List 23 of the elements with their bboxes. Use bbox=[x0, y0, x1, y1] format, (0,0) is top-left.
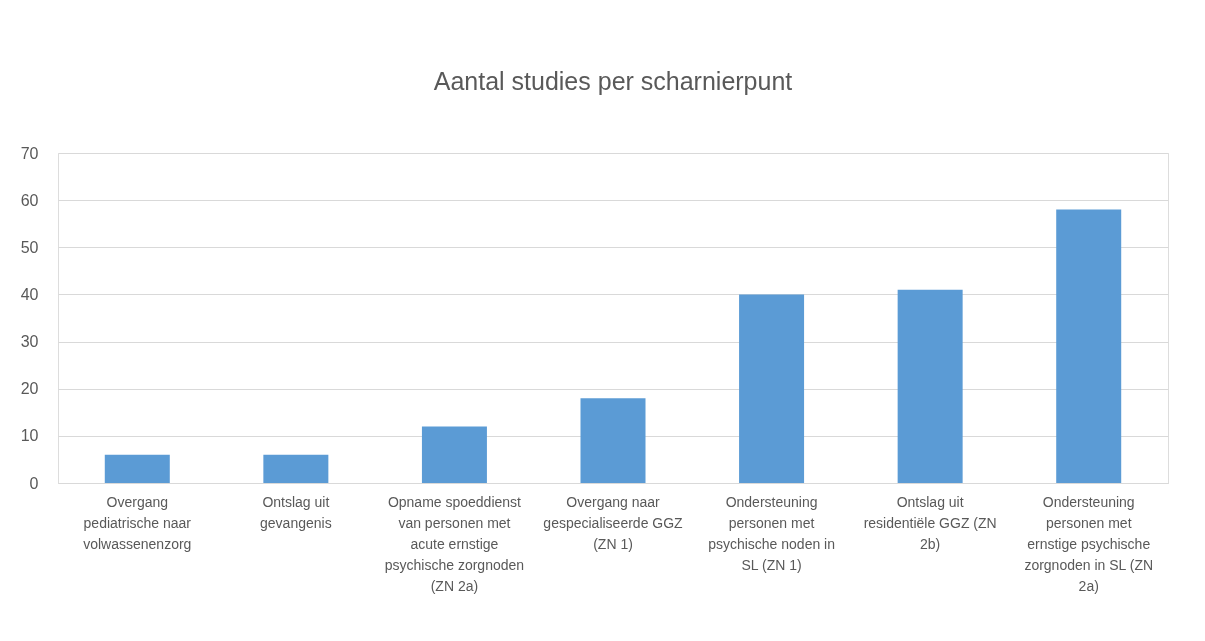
x-tick-label: Ontslag uit residentiële GGZ (ZN 2b) bbox=[863, 493, 997, 552]
y-tick-label: 10 bbox=[20, 427, 39, 445]
x-tick-label: Ondersteuning personen met psychische noden in SL (ZN 1) bbox=[708, 493, 836, 573]
y-tick-label: 70 bbox=[20, 144, 39, 162]
bar bbox=[897, 289, 963, 483]
bar bbox=[104, 454, 170, 483]
bar bbox=[421, 426, 487, 483]
bar bbox=[1056, 209, 1122, 483]
y-tick-label: 30 bbox=[20, 333, 39, 351]
x-tick-label: Opname spoeddienst van personen met acute ernstige psychische zorgnoden (ZN 2a) bbox=[384, 493, 525, 594]
y-tick-label: 40 bbox=[20, 285, 39, 303]
x-tick-label: Ondersteuning personen met ernstige psychische zorgnoden in SL (ZN 2a) bbox=[1024, 493, 1154, 594]
y-tick-label: 0 bbox=[29, 474, 39, 492]
x-tick-label: Overgang pediatrische naar volwassenenzorg bbox=[83, 493, 192, 552]
chart-title: Aantal studies per scharnierpunt bbox=[433, 67, 793, 95]
bar bbox=[263, 454, 329, 483]
y-tick-label: 60 bbox=[20, 191, 39, 209]
x-tick-label: Ontslag uit gevangenis bbox=[260, 493, 332, 531]
bar bbox=[580, 398, 646, 483]
x-tick-label: Overgang naar gespecialiseerde GGZ (ZN 1) bbox=[543, 493, 684, 552]
y-tick-label: 50 bbox=[20, 238, 39, 256]
bar bbox=[739, 294, 805, 483]
y-tick-label: 20 bbox=[20, 380, 39, 398]
